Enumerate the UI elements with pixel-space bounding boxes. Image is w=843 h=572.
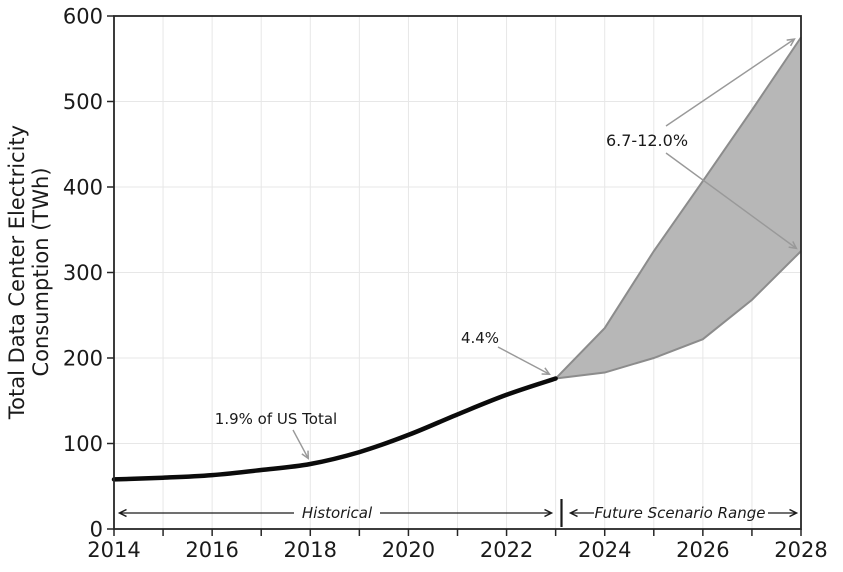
x-tick-label: 2028 — [774, 538, 827, 562]
arrow-6-7-12-high — [665, 38, 796, 127]
x-tick-label: 2014 — [87, 538, 140, 562]
y-tick-label: 500 — [63, 90, 103, 114]
x-tick-label: 2020 — [382, 538, 435, 562]
x-tick-label: 2026 — [676, 538, 729, 562]
band-lower-edge — [555, 250, 802, 380]
annotation-4-4-percent: 4.4% — [461, 329, 499, 347]
y-tick-label: 200 — [63, 347, 103, 371]
future-scenario-band — [555, 37, 801, 379]
y-axis-label-line2: Consumption (TWh) — [29, 167, 53, 376]
y-axis-label-line1: Total Data Center Electricity — [5, 125, 29, 420]
band-upper-edge — [554, 36, 802, 380]
annotation-1-9-percent: 1.9% of US Total — [215, 410, 337, 428]
span-label-historical: Historical — [302, 504, 373, 522]
x-tick-label: 2016 — [185, 538, 238, 562]
y-tick-label: 600 — [63, 5, 103, 29]
axis-layer: 2014 2016 2018 2020 2022 2024 2026 2028 0 100 200 3… — [63, 5, 828, 563]
y-tick-label: 100 — [63, 432, 103, 456]
x-tick-label: 2024 — [578, 538, 631, 562]
y-tick-label: 0 — [90, 518, 103, 542]
y-tick-label: 300 — [63, 261, 103, 285]
span-label-future: Future Scenario Range — [595, 504, 766, 522]
y-tick-label: 400 — [63, 176, 103, 200]
historical-line — [111, 376, 558, 482]
arrow-4-4-percent — [497, 346, 551, 376]
historical-line-layer — [111, 376, 558, 482]
arrow-1-9-percent — [292, 429, 310, 460]
future-scenario-band-layer — [554, 36, 802, 380]
x-tick-label: 2018 — [284, 538, 337, 562]
annotation-6-7-12-percent: 6.7-12.0% — [606, 131, 688, 150]
arrow-6-7-12-low — [665, 152, 798, 250]
annotation-arrow-layer — [117, 38, 799, 527]
x-tick-label: 2022 — [480, 538, 533, 562]
